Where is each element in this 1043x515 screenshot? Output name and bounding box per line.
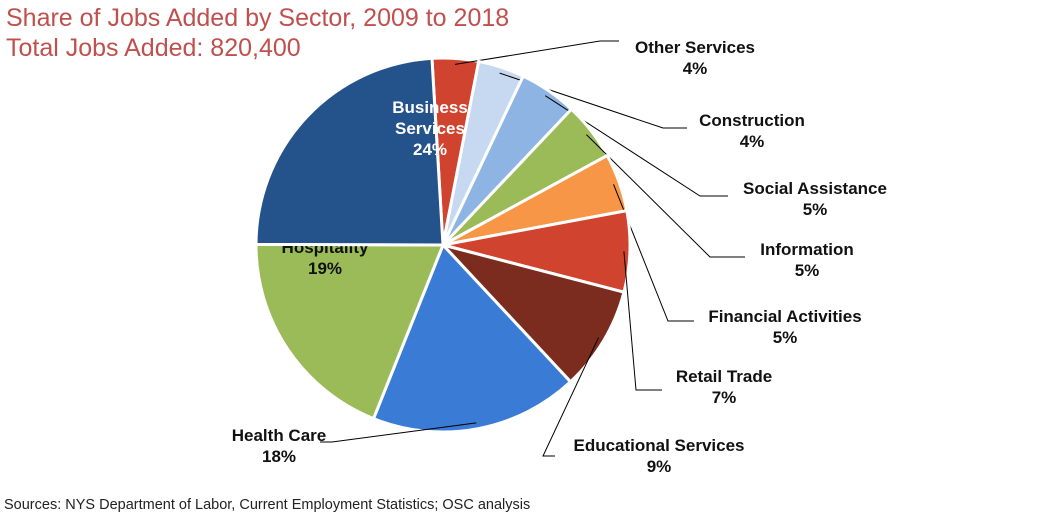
- leader-line: [613, 184, 694, 322]
- pie-slice-leisure-and-hospitality: [254, 242, 446, 421]
- pie-slice-business-services: [254, 56, 445, 247]
- slice-label: Business Services 24%: [392, 98, 468, 159]
- pie-chart: Other Services 4% Construction 4% Social Ass…: [232, 38, 887, 476]
- chart-subtitle: Total Jobs Added: 820,400: [6, 34, 301, 62]
- leader-line: [320, 422, 477, 443]
- slice-label: Information 5%: [760, 240, 854, 280]
- pie-slice-educational-services: [438, 242, 626, 384]
- leader-line: [454, 40, 619, 65]
- leader-line: [586, 134, 745, 258]
- leader-line: [499, 72, 687, 129]
- slice-label: Construction 4%: [699, 111, 805, 151]
- slice-label: Retail Trade 7%: [676, 367, 772, 407]
- leader-line: [545, 95, 728, 197]
- chart-title: Share of Jobs Added by Sector, 2009 to 2…: [6, 4, 510, 32]
- slice-label: Financial Activities 5%: [708, 307, 861, 347]
- slice-label: Social Assistance 5%: [743, 179, 887, 219]
- slice-label: Other Services 4%: [635, 38, 755, 78]
- leader-line: [623, 251, 662, 391]
- source-note: Sources: NYS Department of Labor, Curren…: [4, 497, 531, 513]
- pie-slice-health-care: [371, 242, 573, 434]
- slice-label: Health Care 18%: [232, 426, 326, 466]
- leader-line: [542, 337, 599, 457]
- slice-label: Educational Services 9%: [573, 436, 744, 476]
